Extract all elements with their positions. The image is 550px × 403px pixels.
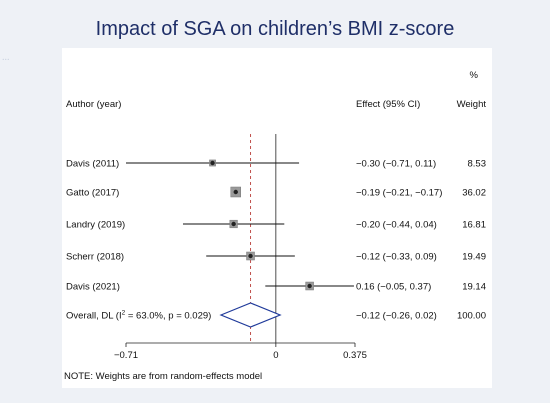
study-point bbox=[248, 253, 253, 259]
weight-header: Weight bbox=[457, 99, 487, 110]
study-effect-value: −0.30 (−0.71, 0.11) bbox=[356, 159, 436, 170]
page-title: Impact of SGA on children’s BMI z-score bbox=[95, 18, 455, 40]
study-label: Davis (2011) bbox=[66, 159, 119, 170]
overall-weight-value: 100.00 bbox=[457, 311, 486, 322]
x-tick-label: 0 bbox=[273, 350, 278, 361]
study-effect-value: −0.20 (−0.44, 0.04) bbox=[356, 220, 437, 231]
overall-diamond bbox=[219, 302, 282, 328]
study-label: Scherr (2018) bbox=[66, 252, 124, 263]
study-point bbox=[233, 189, 238, 195]
overall-label: Overall, DL (I2 = 63.0%, p = 0.029) bbox=[66, 310, 211, 322]
study-label: Gatto (2017) bbox=[66, 188, 119, 199]
x-tick-label: −0.71 bbox=[114, 350, 138, 361]
x-tick-label: 0.375 bbox=[343, 350, 367, 361]
study-label: Davis (2021) bbox=[66, 282, 120, 293]
study-point bbox=[307, 283, 312, 289]
background-watermark-text-1: ... bbox=[2, 52, 10, 63]
weight-unit-label: % bbox=[470, 70, 479, 81]
study-weight-value: 19.49 bbox=[462, 252, 486, 263]
study-weight-value: 8.53 bbox=[468, 159, 487, 170]
study-weight-value: 19.14 bbox=[462, 282, 486, 293]
weights-note: NOTE: Weights are from random-effects mo… bbox=[64, 371, 262, 382]
study-effect-value: −0.12 (−0.33, 0.09) bbox=[356, 252, 437, 263]
study-weight-value: 36.02 bbox=[462, 188, 486, 199]
effect-header: Effect (95% CI) bbox=[356, 99, 420, 110]
study-effect-value: −0.19 (−0.21, −0.17) bbox=[356, 188, 442, 199]
study-label: Landry (2019) bbox=[66, 220, 125, 231]
overall-effect-value: −0.12 (−0.26, 0.02) bbox=[356, 311, 437, 322]
study-point bbox=[210, 160, 215, 166]
study-effect-value: 0.16 (−0.05, 0.37) bbox=[356, 282, 431, 293]
study-point bbox=[231, 221, 236, 227]
forest-plot: % Author (year) Effect (95% CI) Weight D… bbox=[64, 70, 487, 382]
study-weight-value: 16.81 bbox=[462, 220, 486, 231]
forest-plot-panel: % Author (year) Effect (95% CI) Weight D… bbox=[62, 48, 492, 388]
author-header: Author (year) bbox=[66, 99, 121, 110]
